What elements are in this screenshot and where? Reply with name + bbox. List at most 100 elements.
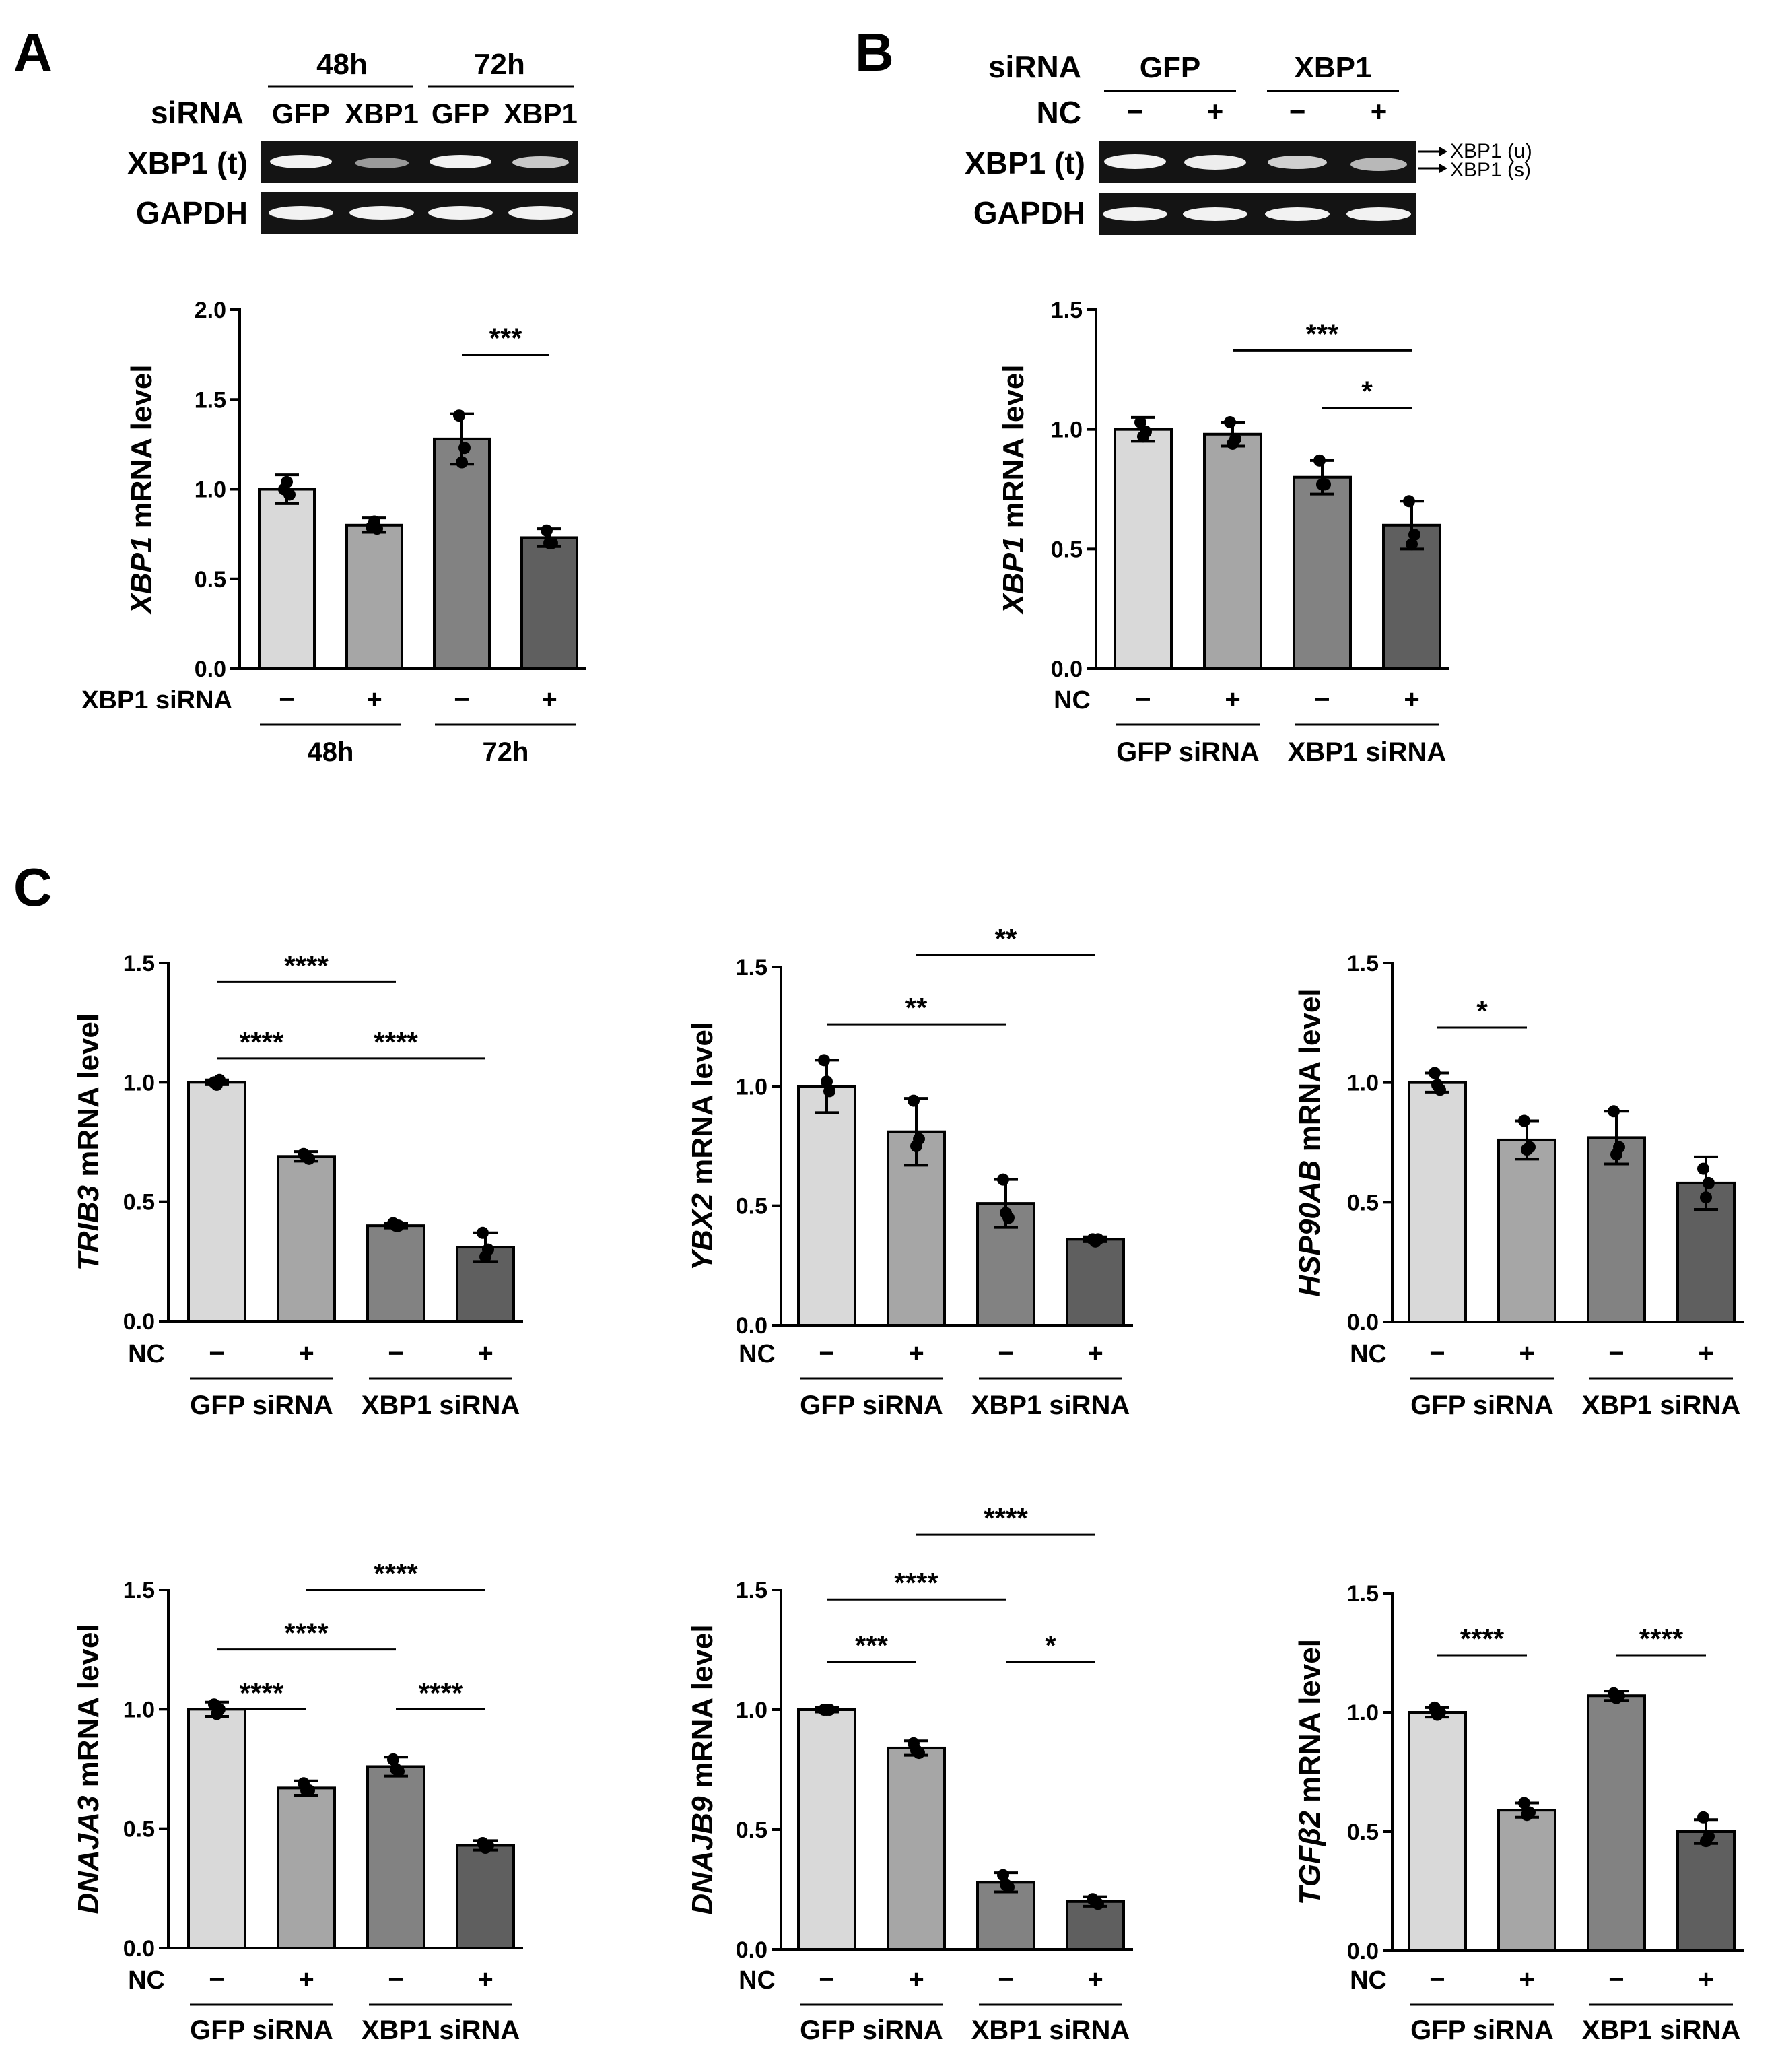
significance-label: **** [284,949,329,981]
y-tick-label: 1.0 [123,1697,155,1723]
blot-a-lane-2: XBP1 [345,98,419,129]
blot-b-band [1350,158,1407,171]
data-point [1000,1207,1012,1219]
y-tick-label: 0.5 [736,1817,767,1843]
significance-label: **** [1639,1623,1684,1655]
row-mark: − [1608,1965,1624,1995]
chart-C3: 0.0 0.5 1.0 1.5 HSP90AB mRNA level * NC − + − + GFP… [1293,951,1744,1420]
y-axis-label-rest: mRNA level [1293,988,1326,1160]
y-axis-label-rest: mRNA level [686,1022,719,1193]
blot-b-band [1268,156,1327,169]
blot-a-band [512,156,569,168]
data-point [300,1150,312,1163]
row-mark: + [1698,1339,1713,1368]
row-label: NC [739,1966,776,1995]
row-mark: + [1698,1965,1713,1995]
bar [1066,1238,1125,1327]
row-label: NC [128,1340,165,1368]
group-label: XBP1 siRNA [1288,737,1447,767]
y-axis-label-gene: DNAJA3 [72,1796,105,1914]
data-point [1089,1895,1101,1908]
data-point [479,1842,491,1854]
y-tick-label: 1.0 [195,477,226,503]
data-point [821,1704,833,1716]
y-axis-label: TGFβ2 mRNA level [1293,1639,1326,1905]
row-label: XBP1 siRNA [81,686,232,714]
blot-a-sirna-label: siRNA [151,95,244,130]
data-point [1429,1067,1441,1079]
y-tick-label: 1.5 [195,387,226,413]
data-point [823,1085,835,1098]
data-point [1000,1878,1012,1891]
y-axis-label-rest: mRNA level [125,364,158,536]
row-label: NC [1350,1340,1387,1368]
blot-b-gel-label-gapdh: GAPDH [973,195,1085,230]
y-axis-label: YBX2 mRNA level [686,1022,719,1271]
group-label: XBP1 siRNA [1582,1391,1741,1420]
y-tick-label: 1.5 [736,955,767,980]
data-point [1700,1835,1712,1848]
y-tick-label: 1.0 [1051,417,1083,443]
bar [1408,1081,1467,1323]
y-tick-label: 0.0 [123,1309,155,1335]
data-point [1610,1148,1622,1161]
bar [345,523,403,670]
row-label: NC [128,1966,165,1995]
blot-b-nc-mark-3: − [1289,96,1306,127]
significance-label: **** [894,1567,938,1599]
y-tick-label: 0.5 [1051,537,1083,562]
y-axis-label-gene: TRIB3 [72,1185,105,1271]
y-tick-label: 0.5 [1347,1190,1379,1215]
row-mark: + [366,685,382,714]
y-tick-label: 1.0 [736,1074,767,1100]
y-axis-label-gene: XBP1 [125,537,158,616]
group-label: GFP siRNA [190,1391,333,1420]
data-point [479,1250,491,1263]
bar [1676,1830,1736,1952]
row-mark: − [998,1339,1013,1368]
data-point [390,1763,402,1775]
row-mark: − [388,1339,403,1368]
chart-C6: 0.0 0.5 1.0 1.5 TGFβ2 mRNA level **** **** NC − +… [1293,1581,1744,2045]
blot-a-lane-1: GFP [272,98,330,129]
blot-a-gel-label-xbp1: XBP1 (t) [127,145,248,180]
y-tick-label: 0.0 [1347,1310,1379,1335]
y-tick-label: 1.5 [1347,1581,1379,1607]
blot-b-band [1346,207,1411,221]
data-point [211,1078,223,1091]
bar [1203,432,1262,670]
data-point [477,1226,489,1239]
row-mark: − [819,1339,834,1368]
row-mark: − [819,1965,834,1995]
y-tick-label: 0.0 [1051,657,1083,682]
y-axis-label-gene: XBP1 [997,537,1030,616]
panel-label-a: A [13,22,53,82]
group-label: GFP siRNA [800,2015,943,2045]
blot-b-nc-mark-1: − [1127,96,1144,127]
bar [1114,428,1173,671]
data-point [1518,1797,1530,1809]
blot-b-bands [1103,154,1411,221]
row-label: NC [1350,1966,1387,1995]
blot-b-group-xbp1: XBP1 [1295,51,1372,84]
significance-label: **** [284,1617,329,1649]
row-mark: + [477,1339,493,1368]
row-mark: − [1135,685,1151,714]
significance-label: * [1476,995,1488,1027]
bar [366,1224,425,1323]
data-point [1313,454,1326,467]
blot-a-band [349,206,414,220]
y-tick-label: 1.5 [123,1578,155,1603]
y-tick-label: 1.0 [736,1698,767,1723]
bar [976,1881,1035,1951]
data-point [908,1094,920,1107]
significance-label: **** [984,1502,1028,1534]
blot-a-band [430,155,491,168]
data-point [1137,430,1149,443]
row-mark: − [1608,1339,1624,1368]
data-point [910,1140,922,1152]
row-mark: + [1404,685,1419,714]
bar [797,1708,856,1951]
data-point [1521,1809,1533,1822]
data-point [818,1054,830,1067]
